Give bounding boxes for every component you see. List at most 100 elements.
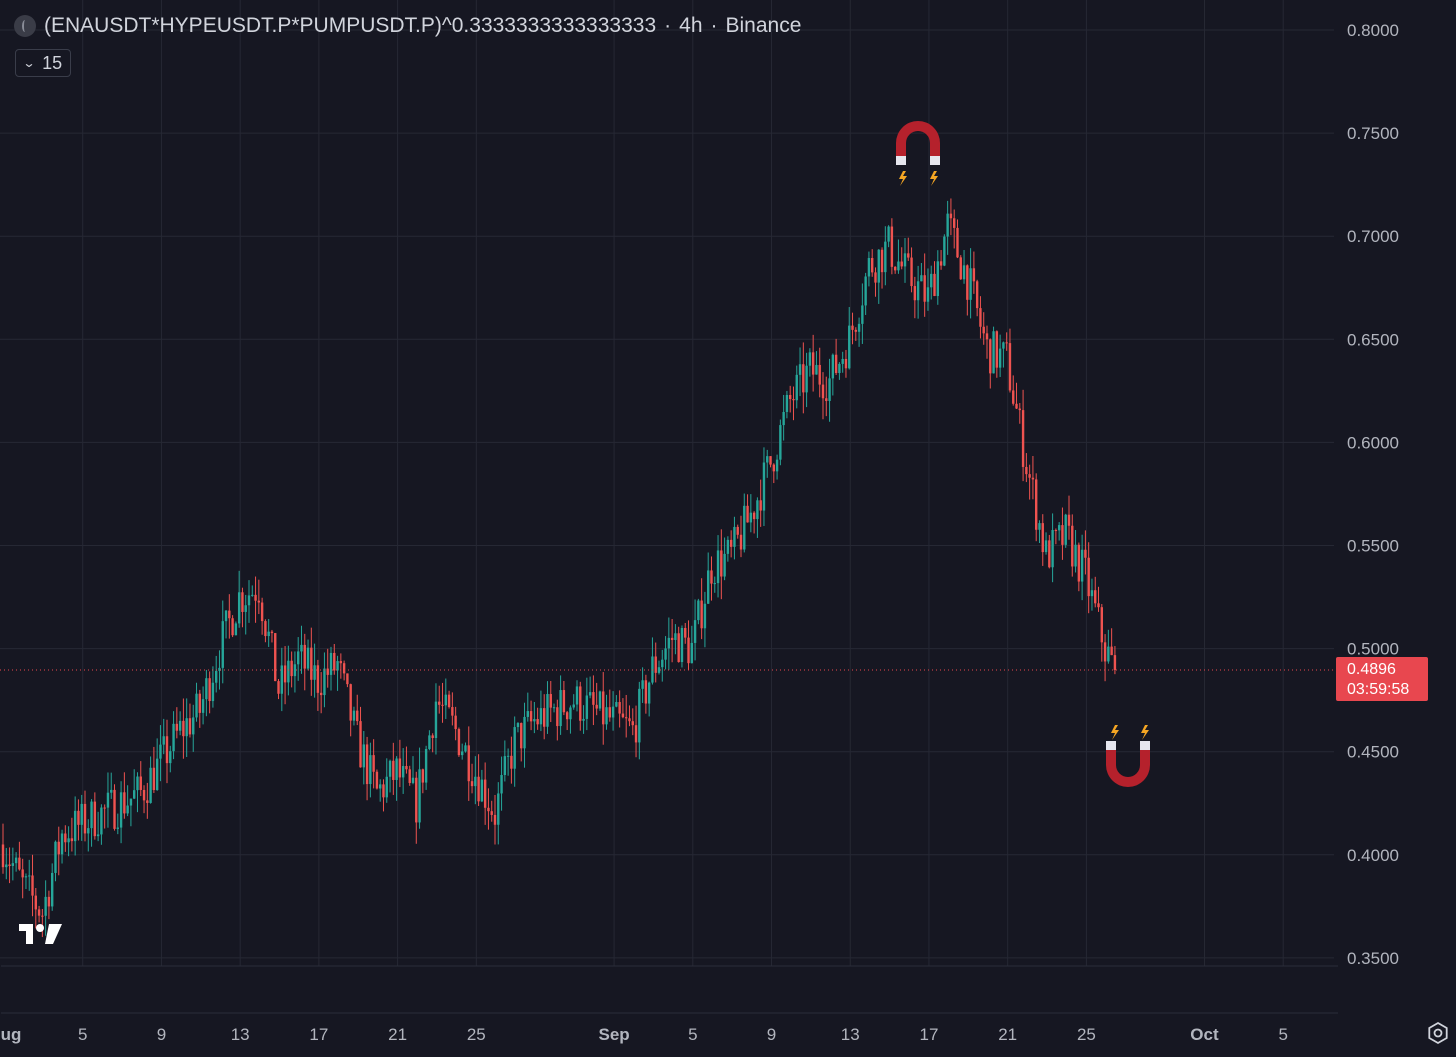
candle-body xyxy=(1021,410,1025,467)
candle-body xyxy=(165,736,169,764)
candle-body xyxy=(743,505,746,550)
candle-body xyxy=(782,411,785,426)
candle-body xyxy=(687,637,690,664)
candle-body xyxy=(520,723,523,749)
candle-body xyxy=(565,712,569,720)
candle-body xyxy=(90,801,93,829)
candle-body xyxy=(313,665,316,680)
time-tick-label: 9 xyxy=(767,1025,776,1044)
candle-body xyxy=(828,378,831,401)
candle-body xyxy=(483,779,487,808)
candle-body xyxy=(274,633,277,682)
candle-body xyxy=(1061,525,1064,545)
candle-body xyxy=(1110,646,1113,656)
candle-body xyxy=(388,760,392,777)
candle-body xyxy=(844,358,848,369)
candle-body xyxy=(431,735,434,739)
candle-body xyxy=(237,592,241,624)
candle-body xyxy=(287,660,290,683)
candle-body xyxy=(451,707,454,716)
candle-body xyxy=(910,257,913,287)
candle-body xyxy=(211,682,215,702)
candle-body xyxy=(949,213,953,219)
candle-body xyxy=(149,767,152,803)
candle-body xyxy=(146,800,149,803)
candle-body xyxy=(736,526,739,535)
candle-body xyxy=(1094,590,1097,604)
candle-body xyxy=(982,326,985,334)
candle-body xyxy=(752,512,756,520)
candle-body xyxy=(513,727,516,769)
time-tick-label: 13 xyxy=(231,1025,250,1044)
candle-body xyxy=(339,661,343,664)
candle-body xyxy=(792,399,795,401)
price-tick-label: 0.4500 xyxy=(1347,743,1399,762)
settings-icon[interactable] xyxy=(1426,1021,1450,1045)
candle-body xyxy=(975,281,979,309)
candle-body xyxy=(80,803,83,825)
candle-body xyxy=(631,721,634,726)
tradingview-logo-icon[interactable] xyxy=(19,922,63,946)
candle-body xyxy=(611,706,615,718)
candle-body xyxy=(1031,477,1035,480)
candle-body xyxy=(424,749,428,783)
candle-body xyxy=(319,692,323,696)
candle-body xyxy=(103,807,106,809)
candle-body xyxy=(464,745,467,752)
candle-body xyxy=(1113,655,1117,671)
interval-label[interactable]: 4h xyxy=(679,14,703,37)
time-tick-label: Oct xyxy=(1190,1025,1219,1044)
candle-body xyxy=(848,325,851,369)
candle-body xyxy=(670,637,674,640)
symbol-logo-icon xyxy=(14,15,36,37)
candle-body xyxy=(447,694,451,708)
candle-body xyxy=(1028,474,1031,478)
candle-body xyxy=(37,909,41,916)
candle-body xyxy=(224,610,228,622)
symbol-name[interactable]: (ENAUSDT*HYPEUSDT.P*PUMPUSDT.P)^0.333333… xyxy=(44,14,657,37)
candle-body xyxy=(67,838,70,843)
candle-body xyxy=(979,308,982,327)
candle-body xyxy=(349,684,352,721)
candle-body xyxy=(116,827,119,829)
candle-body xyxy=(1044,540,1048,553)
candle-body xyxy=(972,268,976,282)
candle-body xyxy=(77,810,80,825)
candle-body xyxy=(188,718,192,735)
candle-body xyxy=(815,364,818,375)
price-tick-label: 0.4000 xyxy=(1347,846,1399,865)
candle-body xyxy=(133,790,136,799)
candle-body xyxy=(913,286,917,301)
candle-body xyxy=(333,652,336,671)
candle-body xyxy=(585,695,589,719)
candle-body xyxy=(575,686,579,705)
candle-body xyxy=(1077,544,1081,582)
time-tick-label: 25 xyxy=(1077,1025,1096,1044)
indicators-toggle-button[interactable]: ⌄ 15 xyxy=(15,49,72,77)
candle-body xyxy=(887,226,890,242)
candle-body xyxy=(582,718,585,721)
candle-body xyxy=(421,769,425,783)
candle-body xyxy=(1054,530,1058,532)
candle-body xyxy=(834,354,838,373)
candle-body xyxy=(257,600,261,603)
price-axis[interactable]: 0.8000 0.7500 0.7000 0.6500 0.6000 0.5500 0.50… xyxy=(1347,21,1399,968)
candle-body xyxy=(175,723,179,731)
candle-body xyxy=(470,781,474,787)
candle-body xyxy=(169,751,172,764)
candle-body xyxy=(874,272,877,283)
candle-body xyxy=(260,602,264,622)
time-axis[interactable]: ug 5 9 13 17 21 25 Sep 5 9 13 17 21 25 Oct 5 xyxy=(1,1025,1288,1044)
candle-body xyxy=(51,872,54,907)
candle-body xyxy=(461,751,464,756)
candle-body xyxy=(201,699,205,713)
candle-body xyxy=(697,600,700,621)
candle-body xyxy=(602,691,605,725)
candle-body xyxy=(44,896,47,916)
candle-body xyxy=(54,841,57,873)
candle-body xyxy=(595,704,598,709)
candle-body xyxy=(1051,530,1054,568)
candle-body xyxy=(723,553,726,577)
candle-body xyxy=(684,627,687,638)
